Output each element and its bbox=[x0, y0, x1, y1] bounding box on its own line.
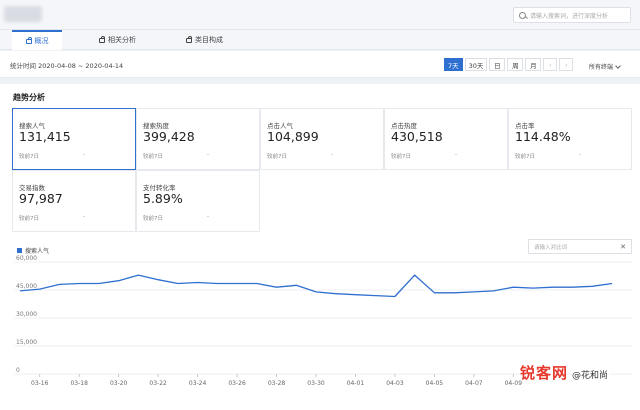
y-tick-label: 30,000 bbox=[16, 311, 37, 318]
range-7d-button[interactable]: 7天 bbox=[444, 58, 463, 71]
range-buttons: 7天 30天 日 周 月 ‹ › bbox=[444, 58, 574, 71]
metric-card[interactable]: 支付转化率 5.89% 较前7日 - bbox=[136, 170, 260, 232]
chevron-down-icon bbox=[615, 62, 621, 69]
metric-value: 430,518 bbox=[391, 129, 443, 144]
metric-change: - bbox=[579, 152, 581, 158]
range-30d-button[interactable]: 30天 bbox=[464, 58, 488, 71]
metric-compare: 较前7日 bbox=[515, 154, 535, 160]
metric-change: - bbox=[207, 214, 209, 220]
section-title: 趋势分析 bbox=[13, 93, 45, 102]
metric-change: - bbox=[207, 152, 209, 158]
range-day-button[interactable]: 日 bbox=[489, 58, 506, 71]
x-tick-label: 03-28 bbox=[268, 380, 286, 387]
metric-compare: 较前7日 bbox=[19, 216, 39, 222]
tab-overview[interactable]: 概况 bbox=[12, 30, 62, 50]
metric-compare: 较前7日 bbox=[143, 216, 163, 222]
metric-compare: 较前7日 bbox=[19, 154, 39, 160]
metric-label: 搜索人气 bbox=[19, 122, 45, 130]
metric-change: - bbox=[83, 152, 85, 158]
metric-card[interactable]: 点击率 114.48% 较前7日 - bbox=[508, 108, 632, 170]
metric-label: 搜索热度 bbox=[143, 122, 169, 130]
bag-icon bbox=[186, 35, 192, 43]
search-input[interactable]: 请输入搜索词，进行深度分析 bbox=[513, 7, 631, 23]
trend-chart: 0 15,000 30,000 45,000 60,000 03-16 03-18 03-20… bbox=[14, 255, 632, 387]
x-tick-label: 04-05 bbox=[426, 380, 444, 387]
legend-label: 搜索人气 bbox=[25, 248, 50, 255]
metric-change: - bbox=[331, 152, 333, 158]
y-tick-label: 60,000 bbox=[16, 255, 37, 262]
close-icon[interactable]: ✕ bbox=[620, 243, 626, 251]
date-bar: 统计时间 2020-04-08 ~ 2020-04-14 7天 30天 日 周 … bbox=[0, 51, 640, 78]
date-range-text: 统计时间 2020-04-08 ~ 2020-04-14 bbox=[10, 62, 124, 70]
prev-arrow-icon[interactable]: ‹ bbox=[543, 58, 558, 71]
metric-compare: 较前7日 bbox=[143, 154, 163, 160]
metric-label: 交易指数 bbox=[19, 184, 45, 192]
legend-swatch bbox=[17, 248, 22, 253]
x-tick-label: 03-20 bbox=[110, 380, 128, 387]
watermark-sub: @花和尚 bbox=[570, 368, 611, 381]
metric-label: 点击率 bbox=[515, 122, 535, 130]
x-tick-label: 04-01 bbox=[347, 380, 365, 387]
main-panel: 趋势分析 搜索人气 131,415 较前7日 - 搜索热度 399,428 较前7日 - 点击人… bbox=[0, 84, 640, 410]
metric-value: 131,415 bbox=[19, 129, 71, 144]
search-icon bbox=[519, 11, 526, 19]
range-month-button[interactable]: 月 bbox=[525, 58, 542, 71]
tab-label: 类目构成 bbox=[195, 36, 223, 44]
metric-compare: 较前7日 bbox=[267, 154, 287, 160]
search-placeholder: 请输入搜索词，进行深度分析 bbox=[530, 12, 609, 20]
compare-placeholder: 请输入对比词 bbox=[534, 244, 568, 251]
metric-card[interactable]: 点击热度 430,518 较前7日 - bbox=[384, 108, 508, 170]
metric-value: 399,428 bbox=[143, 129, 195, 144]
x-tick-label: 03-26 bbox=[228, 380, 246, 387]
watermark-main: 锐客网 bbox=[520, 364, 569, 382]
x-tick-label: 04-03 bbox=[386, 380, 404, 387]
series-line[interactable] bbox=[19, 274, 613, 298]
metric-compare: 较前7日 bbox=[391, 154, 411, 160]
metric-label: 点击人气 bbox=[267, 122, 293, 130]
y-tick-label: 0 bbox=[16, 367, 20, 374]
metric-change: - bbox=[83, 214, 85, 220]
metric-label: 点击热度 bbox=[391, 122, 417, 130]
x-tick-label: 03-18 bbox=[70, 380, 88, 387]
blurred-logo bbox=[4, 6, 42, 22]
metric-change: - bbox=[455, 152, 457, 158]
metric-card[interactable]: 点击人气 104,899 较前7日 - bbox=[260, 108, 384, 170]
tab-category[interactable]: 类目构成 bbox=[186, 30, 223, 50]
terminal-label: 所有终端 bbox=[589, 64, 614, 71]
x-tick-label: 03-24 bbox=[189, 380, 207, 387]
range-week-button[interactable]: 周 bbox=[507, 58, 524, 71]
y-tick-label: 45,000 bbox=[16, 283, 37, 290]
x-tick-label: 04-09 bbox=[505, 380, 523, 387]
metric-card[interactable]: 交易指数 97,987 较前7日 - bbox=[12, 170, 136, 232]
watermark: 锐客网 @花和尚 bbox=[520, 362, 611, 383]
top-bar: 请输入搜索词，进行深度分析 bbox=[0, 0, 640, 30]
x-tick-label: 03-16 bbox=[31, 380, 49, 387]
compare-input[interactable]: 请输入对比词 ✕ bbox=[528, 239, 632, 254]
metric-card[interactable]: 搜索热度 399,428 较前7日 - bbox=[136, 108, 260, 170]
terminal-select[interactable]: 所有终端 bbox=[589, 62, 621, 71]
metric-card[interactable]: 搜索人气 131,415 较前7日 - bbox=[12, 108, 136, 170]
bag-icon bbox=[99, 35, 105, 43]
metric-value: 104,899 bbox=[267, 129, 319, 144]
tab-bar: 概况 相关分析 类目构成 bbox=[0, 30, 640, 50]
x-tick-label: 03-30 bbox=[307, 380, 325, 387]
bag-icon bbox=[25, 36, 32, 44]
tab-label: 相关分析 bbox=[108, 36, 136, 44]
tab-related-analysis[interactable]: 相关分析 bbox=[99, 30, 136, 50]
metric-value: 114.48% bbox=[515, 129, 571, 144]
y-tick-label: 15,000 bbox=[16, 339, 37, 346]
metric-value: 97,987 bbox=[19, 191, 63, 206]
tab-label: 概况 bbox=[34, 37, 49, 45]
next-arrow-icon[interactable]: › bbox=[559, 58, 574, 71]
chart-legend[interactable]: 搜索人气 bbox=[17, 246, 49, 255]
metric-label: 支付转化率 bbox=[143, 184, 176, 192]
x-tick-label: 03-22 bbox=[149, 380, 167, 387]
x-tick-label: 04-07 bbox=[465, 380, 483, 387]
metric-value: 5.89% bbox=[143, 191, 183, 206]
